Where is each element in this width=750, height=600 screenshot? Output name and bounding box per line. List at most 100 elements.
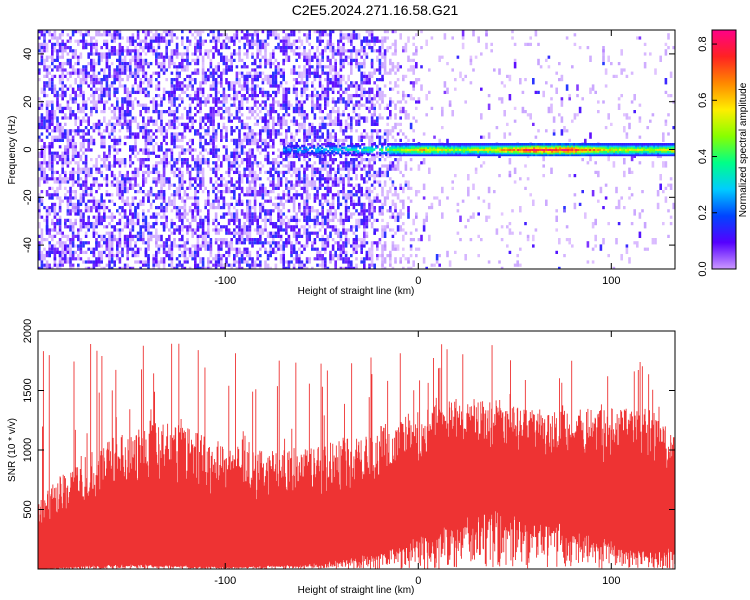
spectrogram-cell (160, 62, 163, 66)
spectrogram-cell (126, 65, 129, 72)
spectrogram-cell (129, 126, 132, 133)
spectrogram-cell (285, 58, 288, 62)
spectrogram-cell (259, 225, 262, 229)
spectrogram-cell (116, 106, 119, 110)
spectrogram-cell (56, 58, 59, 62)
spectrogram-cell (144, 39, 148, 43)
spectrogram-cell (160, 36, 163, 40)
spectrogram-cell (201, 260, 205, 267)
spectrogram-cell (342, 90, 345, 94)
spectrogram-cell (324, 97, 327, 101)
spectrogram-cell (152, 110, 155, 114)
spectrogram-cell (209, 106, 213, 110)
spectrogram-cell (204, 238, 207, 245)
spectrogram-cell (134, 148, 137, 152)
spectrogram-cell (66, 196, 70, 200)
spectrogram-cell (196, 183, 200, 187)
spectrogram-cell (357, 119, 361, 123)
spectrogram-cell (110, 103, 114, 107)
spectrogram-cell (155, 84, 158, 88)
spectrogram-cell (235, 266, 239, 269)
spectrogram-cell (352, 247, 356, 251)
spectrogram-cell (227, 218, 231, 226)
spectrogram-cell (321, 260, 324, 264)
spectrogram-cell (316, 90, 319, 94)
spectrogram-cell (225, 260, 228, 264)
spectrogram-cell (303, 174, 306, 178)
spectrogram-cell (136, 170, 140, 174)
spectrogram-cell (235, 186, 239, 190)
spectrogram-cell (365, 116, 369, 123)
spectrogram-cell (282, 241, 285, 245)
spectrogram-cell (121, 266, 124, 269)
spectrogram-cell (217, 228, 220, 235)
spectrogram-cell (230, 65, 233, 69)
spectrogram-cell (347, 238, 350, 245)
spectrogram-cell (209, 113, 213, 120)
spectrogram-cell (261, 42, 265, 50)
spectrogram-cell (118, 257, 122, 264)
spectrogram-cell (303, 132, 306, 136)
spectrogram-cell (147, 196, 150, 203)
spectrogram-cell (181, 39, 184, 43)
spectrogram-cell (142, 180, 145, 187)
spectrogram-cell (103, 33, 106, 37)
spectrogram-cell (269, 222, 272, 226)
spectrogram-cell (378, 158, 382, 162)
spectrogram-cell (64, 250, 67, 254)
spectrogram-cell (311, 218, 314, 222)
spectrogram-cell (92, 58, 96, 62)
spectrogram-cell (214, 42, 218, 46)
spectrogram-cell (222, 42, 226, 50)
spectrogram-cell (316, 231, 319, 235)
spectrogram-cell (360, 132, 363, 136)
spectrogram-cell (282, 116, 285, 120)
spectrogram-cell (201, 257, 205, 261)
spectrogram-cell (183, 65, 187, 69)
spectrogram-cell (225, 42, 228, 46)
spectrogram-cell (188, 62, 192, 66)
spectrogram-cell (170, 90, 174, 94)
spectrogram-cell (181, 250, 184, 258)
spectrogram-cell (259, 90, 262, 94)
spectrogram-cell (188, 247, 192, 254)
spectrogram-cell (298, 234, 301, 238)
spectrogram-cell (311, 71, 314, 75)
spectrogram-cell (74, 257, 77, 261)
spectrogram-cell (152, 177, 155, 181)
spectrogram-cell (269, 74, 272, 78)
spectrogram-cell (129, 119, 132, 126)
spectrogram-cell (53, 36, 57, 40)
spectrogram-cell (134, 55, 137, 59)
spectrogram-cell (324, 247, 327, 251)
spectrogram-cell (212, 263, 215, 267)
spectrogram-cell (173, 90, 176, 94)
spectrogram-cell (82, 142, 85, 146)
spectrogram-cell (126, 174, 129, 178)
spectrogram-cell (272, 164, 275, 168)
spectrogram-cell (230, 36, 233, 43)
spectrogram-cell (209, 94, 213, 98)
spectrogram-cell (100, 215, 103, 222)
spectrogram-cell (383, 164, 387, 168)
spectrogram-cell (274, 90, 278, 98)
spectrogram-cell (383, 170, 387, 178)
spectrogram-cell (95, 260, 98, 267)
spectrogram-cell (214, 260, 218, 264)
spectrogram-cell (282, 222, 285, 226)
spectrogram-cell (207, 55, 210, 59)
spectrogram-cell (168, 65, 171, 69)
spectrogram-cell (368, 196, 371, 200)
spectrogram-cell (308, 260, 311, 264)
spectrogram-cell (147, 148, 150, 152)
spectrogram-cell (201, 30, 205, 34)
spectrogram-cell (207, 161, 210, 165)
spectrogram-cell (339, 202, 343, 206)
spectrogram-cell (243, 193, 246, 197)
spectrogram-cell (347, 161, 350, 168)
spectrogram-cell (350, 266, 353, 269)
spectrogram-cell (217, 122, 220, 126)
spectrogram-cell (149, 30, 153, 34)
spectrogram-cell (186, 193, 189, 197)
